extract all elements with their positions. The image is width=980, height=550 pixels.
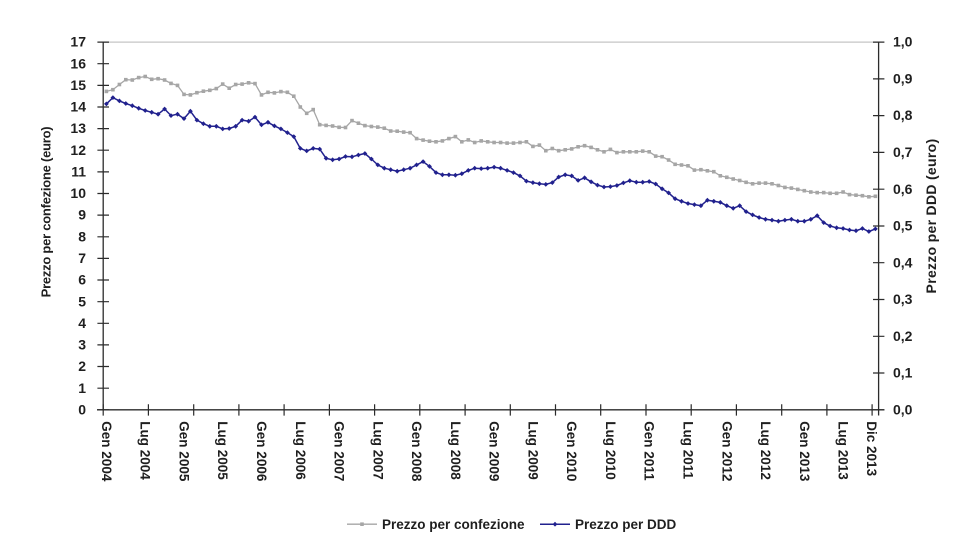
svg-text:Lug 2013: Lug 2013 (836, 421, 851, 480)
svg-text:Lug 2004: Lug 2004 (138, 421, 153, 480)
svg-text:Lug 2011: Lug 2011 (681, 421, 696, 479)
svg-text:0,5: 0,5 (893, 218, 913, 234)
svg-text:Lug 2012: Lug 2012 (758, 421, 773, 480)
svg-text:1: 1 (78, 380, 86, 396)
svg-text:0,9: 0,9 (893, 71, 913, 87)
svg-text:12: 12 (70, 142, 86, 158)
svg-text:0,3: 0,3 (893, 291, 913, 307)
svg-text:10: 10 (70, 185, 86, 201)
svg-text:Prezzo per confezione (euro): Prezzo per confezione (euro) (39, 127, 54, 298)
svg-text:0,2: 0,2 (893, 328, 913, 344)
svg-text:Gen 2012: Gen 2012 (719, 421, 734, 481)
svg-text:16: 16 (70, 55, 86, 71)
svg-text:0,4: 0,4 (893, 254, 913, 270)
svg-text:Lug 2005: Lug 2005 (215, 421, 230, 480)
svg-text:6: 6 (78, 272, 86, 288)
svg-text:Gen 2010: Gen 2010 (564, 421, 579, 481)
svg-text:13: 13 (70, 120, 86, 136)
svg-text:14: 14 (70, 99, 86, 115)
svg-text:0: 0 (78, 401, 86, 417)
svg-text:Gen 2013: Gen 2013 (797, 421, 812, 482)
svg-text:2: 2 (78, 358, 86, 374)
svg-text:Gen 2006: Gen 2006 (254, 421, 269, 482)
svg-text:Gen 2005: Gen 2005 (177, 421, 192, 482)
svg-text:17: 17 (70, 34, 86, 50)
svg-text:5: 5 (78, 293, 86, 309)
svg-text:4: 4 (78, 315, 86, 331)
svg-text:Lug 2009: Lug 2009 (525, 421, 540, 480)
svg-text:7: 7 (78, 250, 86, 266)
svg-text:Gen 2011: Gen 2011 (642, 421, 657, 481)
svg-text:0,8: 0,8 (893, 107, 913, 123)
svg-text:Lug 2008: Lug 2008 (448, 421, 463, 480)
svg-text:15: 15 (70, 77, 86, 93)
svg-text:Lug 2006: Lug 2006 (293, 421, 308, 480)
svg-text:0,0: 0,0 (893, 401, 913, 417)
svg-text:0,7: 0,7 (893, 144, 913, 160)
svg-text:1,0: 1,0 (893, 34, 913, 50)
svg-text:Gen 2009: Gen 2009 (487, 421, 502, 481)
svg-text:Lug 2010: Lug 2010 (603, 421, 618, 480)
svg-text:Gen 2007: Gen 2007 (332, 421, 347, 481)
svg-text:Dic 2013: Dic 2013 (864, 421, 879, 476)
svg-text:Lug 2007: Lug 2007 (370, 421, 385, 480)
svg-text:Gen 2008: Gen 2008 (409, 421, 424, 482)
svg-text:11: 11 (71, 164, 86, 180)
svg-text:3: 3 (78, 337, 86, 353)
svg-text:0,1: 0,1 (893, 365, 913, 381)
svg-text:0,6: 0,6 (893, 181, 913, 197)
svg-text:Prezzo per DDD (euro): Prezzo per DDD (euro) (923, 139, 939, 294)
svg-text:Prezzo per DDD: Prezzo per DDD (575, 517, 677, 532)
svg-text:Gen 2004: Gen 2004 (99, 421, 114, 482)
svg-text:Prezzo per confezione: Prezzo per confezione (382, 517, 525, 532)
svg-text:8: 8 (78, 228, 86, 244)
svg-text:9: 9 (78, 207, 86, 223)
